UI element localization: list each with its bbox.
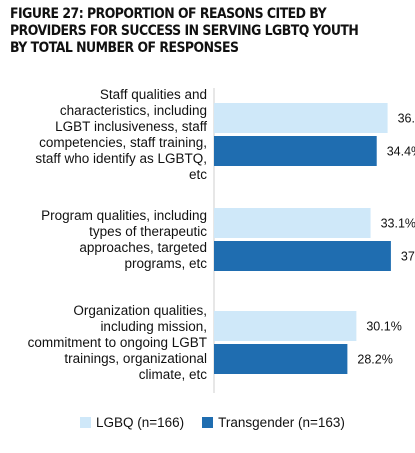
bar-lgbq-1 — [214, 208, 371, 238]
category-label-0: Staff qualities and characteristics, incl… — [35, 87, 207, 183]
legend-label-lgbq: LGBQ (n=166) — [96, 415, 185, 430]
category-label-line: etc — [188, 166, 207, 182]
data-label-lgbq-1: 33.1% — [381, 217, 415, 231]
category-label-line: approaches, targeted — [79, 239, 207, 255]
category-label-line: programs, etc — [124, 255, 207, 271]
legend-item-lgbq: LGBQ (n=166) — [80, 415, 184, 430]
category-label-line: including mission, — [100, 318, 207, 334]
legend-item-transgender: Transgender (n=163) — [202, 415, 345, 430]
bar-lgbq-0 — [214, 103, 388, 133]
category-label-line: LGBT inclusiveness, staff — [55, 118, 207, 134]
legend-label-transgender: Transgender (n=163) — [218, 415, 345, 430]
data-label-transgender-0: 34.4% — [387, 145, 415, 159]
bar-transgender-2 — [214, 344, 348, 374]
category-label-line: Program qualities, including — [41, 207, 207, 223]
bar-lgbq-2 — [214, 311, 357, 341]
legend-swatch-lgbq — [80, 417, 91, 428]
category-label-line: trainings, organizational — [64, 350, 207, 366]
data-label-transgender-2: 28.2% — [357, 353, 392, 367]
category-label-line: types of therapeutic — [89, 223, 207, 239]
category-label-line: competencies, staff training, — [39, 134, 207, 150]
category-label-line: staff who identify as LGBTQ, — [35, 150, 207, 166]
category-label-2: Organization qualities, including mission… — [28, 303, 207, 383]
legend: LGBQ (n=166) Transgender (n=163) — [80, 415, 363, 430]
chart-title-line: FIGURE 27: PROPORTION OF REASONS CITED B… — [10, 6, 327, 22]
category-label-line: Staff qualities and — [99, 86, 207, 102]
data-label-transgender-1: 37.4% — [401, 250, 415, 264]
data-label-lgbq-2: 30.1% — [366, 320, 401, 334]
category-label-1: Program qualities, including types of the… — [41, 208, 207, 272]
bar-transgender-1 — [214, 241, 391, 271]
legend-swatch-transgender — [202, 417, 214, 428]
category-label-line: commitment to ongoing LGBT — [27, 334, 207, 350]
category-label-line: characteristics, including — [59, 102, 207, 118]
chart-title: FIGURE 27: PROPORTION OF REASONS CITED B… — [10, 6, 359, 57]
chart-title-line: BY TOTAL NUMBER OF RESPONSES — [10, 40, 239, 56]
category-label-line: Organization qualities, — [73, 302, 207, 318]
data-label-lgbq-0: 36.7% — [398, 112, 415, 126]
bar-transgender-0 — [214, 136, 377, 166]
chart-title-line: PROVIDERS FOR SUCCESS IN SERVING LGBTQ Y… — [10, 23, 359, 39]
category-label-line: climate, etc — [138, 366, 207, 382]
